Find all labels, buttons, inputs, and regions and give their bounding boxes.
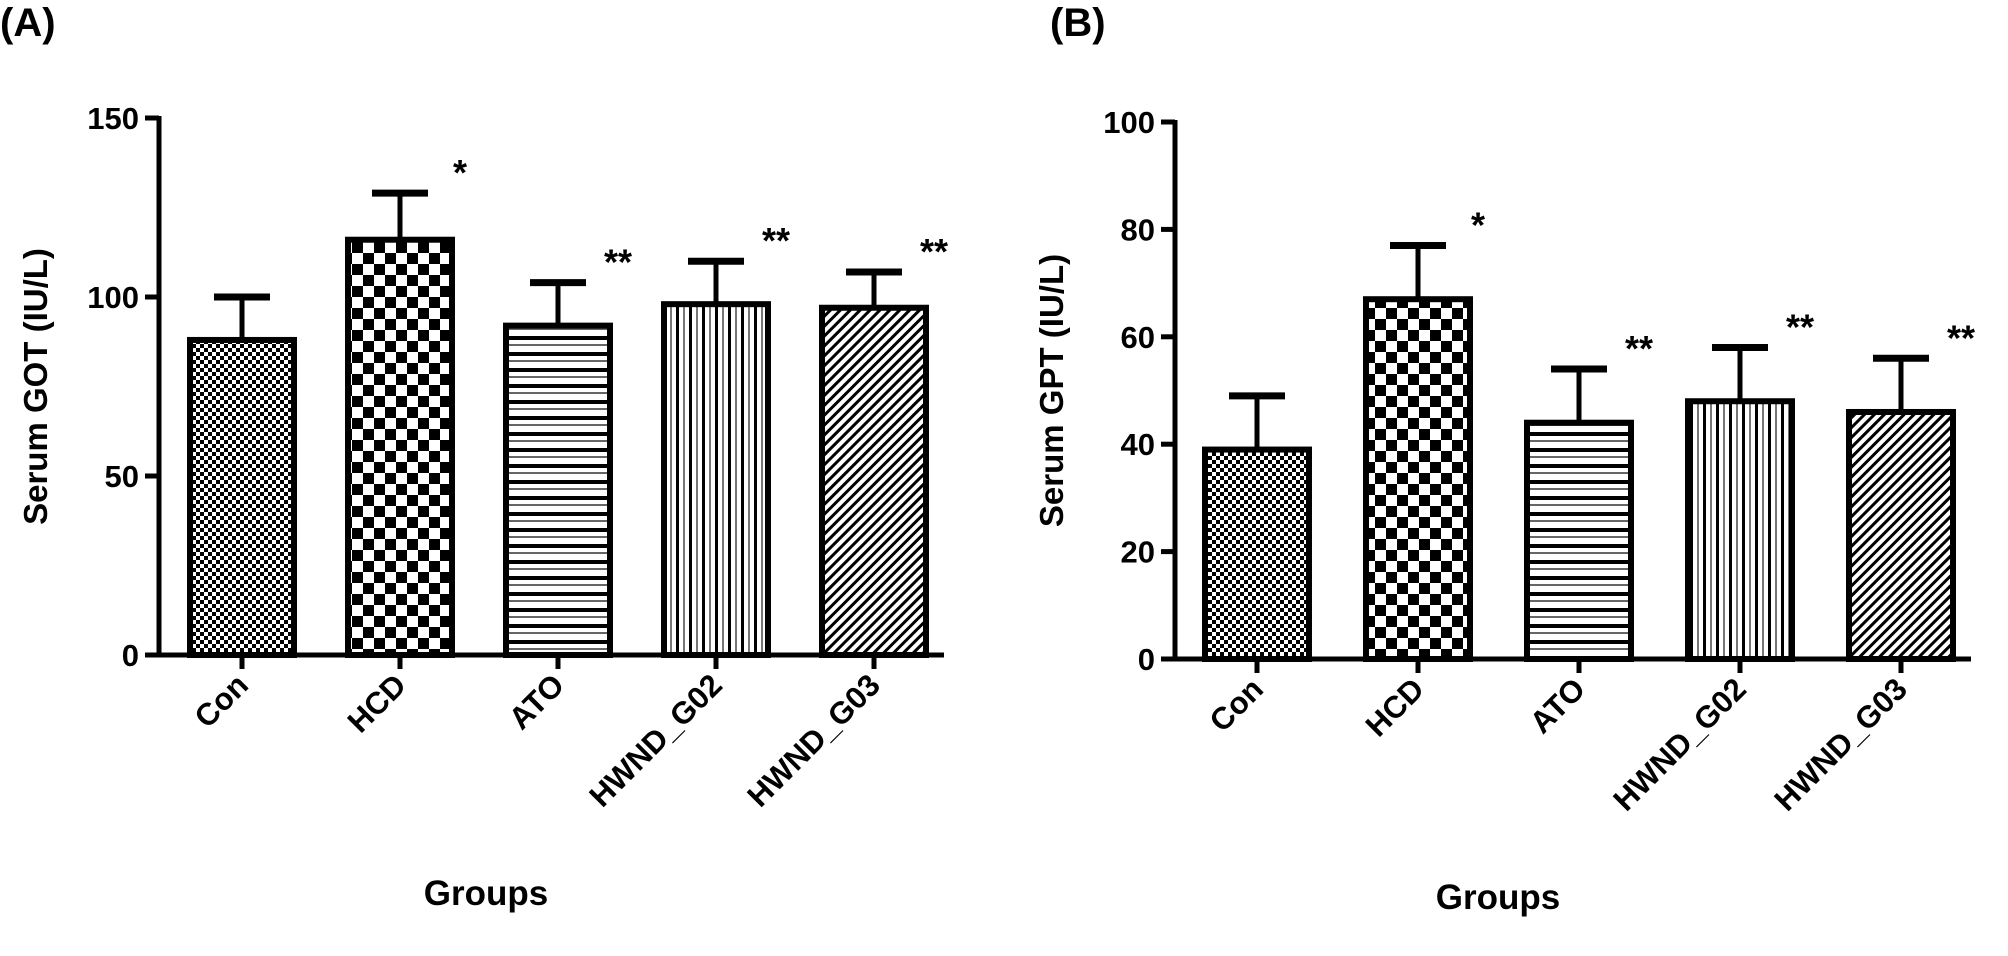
panel-a: (A) 0 50 100 150 Serum GOT (IU/L) Groups Con HCD… — [0, 1, 948, 913]
x-tick-label: ATO — [1523, 671, 1592, 740]
y-axis-label: Serum GPT (IU/L) — [1033, 254, 1070, 527]
x-axis-label: Groups — [424, 874, 548, 913]
x-tick-label: HWND_G03 — [1767, 671, 1914, 818]
panel-label: (A) — [0, 1, 56, 45]
panel-b: (B) 0 20 40 60 80 100 Serum GPT (IU/L) Groups Con… — [1033, 1, 1975, 917]
x-axis-label: Groups — [1436, 878, 1560, 917]
significance-marker: ** — [762, 220, 790, 261]
y-tick-label: 150 — [87, 101, 139, 136]
bar-hwnd-g02 — [1685, 398, 1795, 662]
x-tick-label: HWND_G02 — [1606, 671, 1753, 818]
bar-hwnd-g03 — [1846, 408, 1956, 663]
bar-con — [187, 336, 297, 658]
x-tick-label: HCD — [341, 667, 413, 739]
y-axis-label: Serum GOT (IU/L) — [17, 248, 54, 525]
x-tick-label: HCD — [1359, 671, 1431, 743]
x-tick-label: ATO — [502, 667, 571, 736]
significance-marker: ** — [1625, 328, 1653, 369]
bar-hwnd-g03 — [819, 304, 929, 658]
y-tick-label: 60 — [1121, 320, 1155, 355]
x-tick-label: Con — [188, 667, 255, 734]
bar-hcd — [345, 236, 455, 658]
y-tick-label: 20 — [1121, 535, 1155, 570]
significance-marker: * — [1471, 205, 1485, 246]
bar-con — [1202, 446, 1312, 662]
significance-marker: ** — [920, 231, 948, 272]
bar-hcd — [1363, 296, 1473, 662]
significance-marker: ** — [1786, 307, 1814, 348]
significance-marker: ** — [1947, 317, 1975, 358]
x-tick-label: HWND_G03 — [740, 667, 887, 814]
bar-hwnd-g02 — [661, 301, 771, 658]
y-tick-label: 80 — [1121, 212, 1155, 247]
y-tick-label: 0 — [122, 638, 139, 673]
bar-ato — [503, 322, 613, 658]
significance-marker: ** — [604, 242, 632, 283]
x-tick-label: HWND_G02 — [582, 667, 729, 814]
y-tick-label: 40 — [1121, 427, 1155, 462]
significance-marker: * — [453, 152, 467, 193]
y-tick-label: 0 — [1138, 642, 1155, 677]
y-tick-label: 100 — [1103, 105, 1155, 140]
y-tick-label: 50 — [105, 459, 139, 494]
panel-label: (B) — [1050, 1, 1106, 45]
x-tick-label: Con — [1203, 671, 1270, 738]
y-tick-label: 100 — [87, 280, 139, 315]
bar-ato — [1524, 419, 1634, 662]
